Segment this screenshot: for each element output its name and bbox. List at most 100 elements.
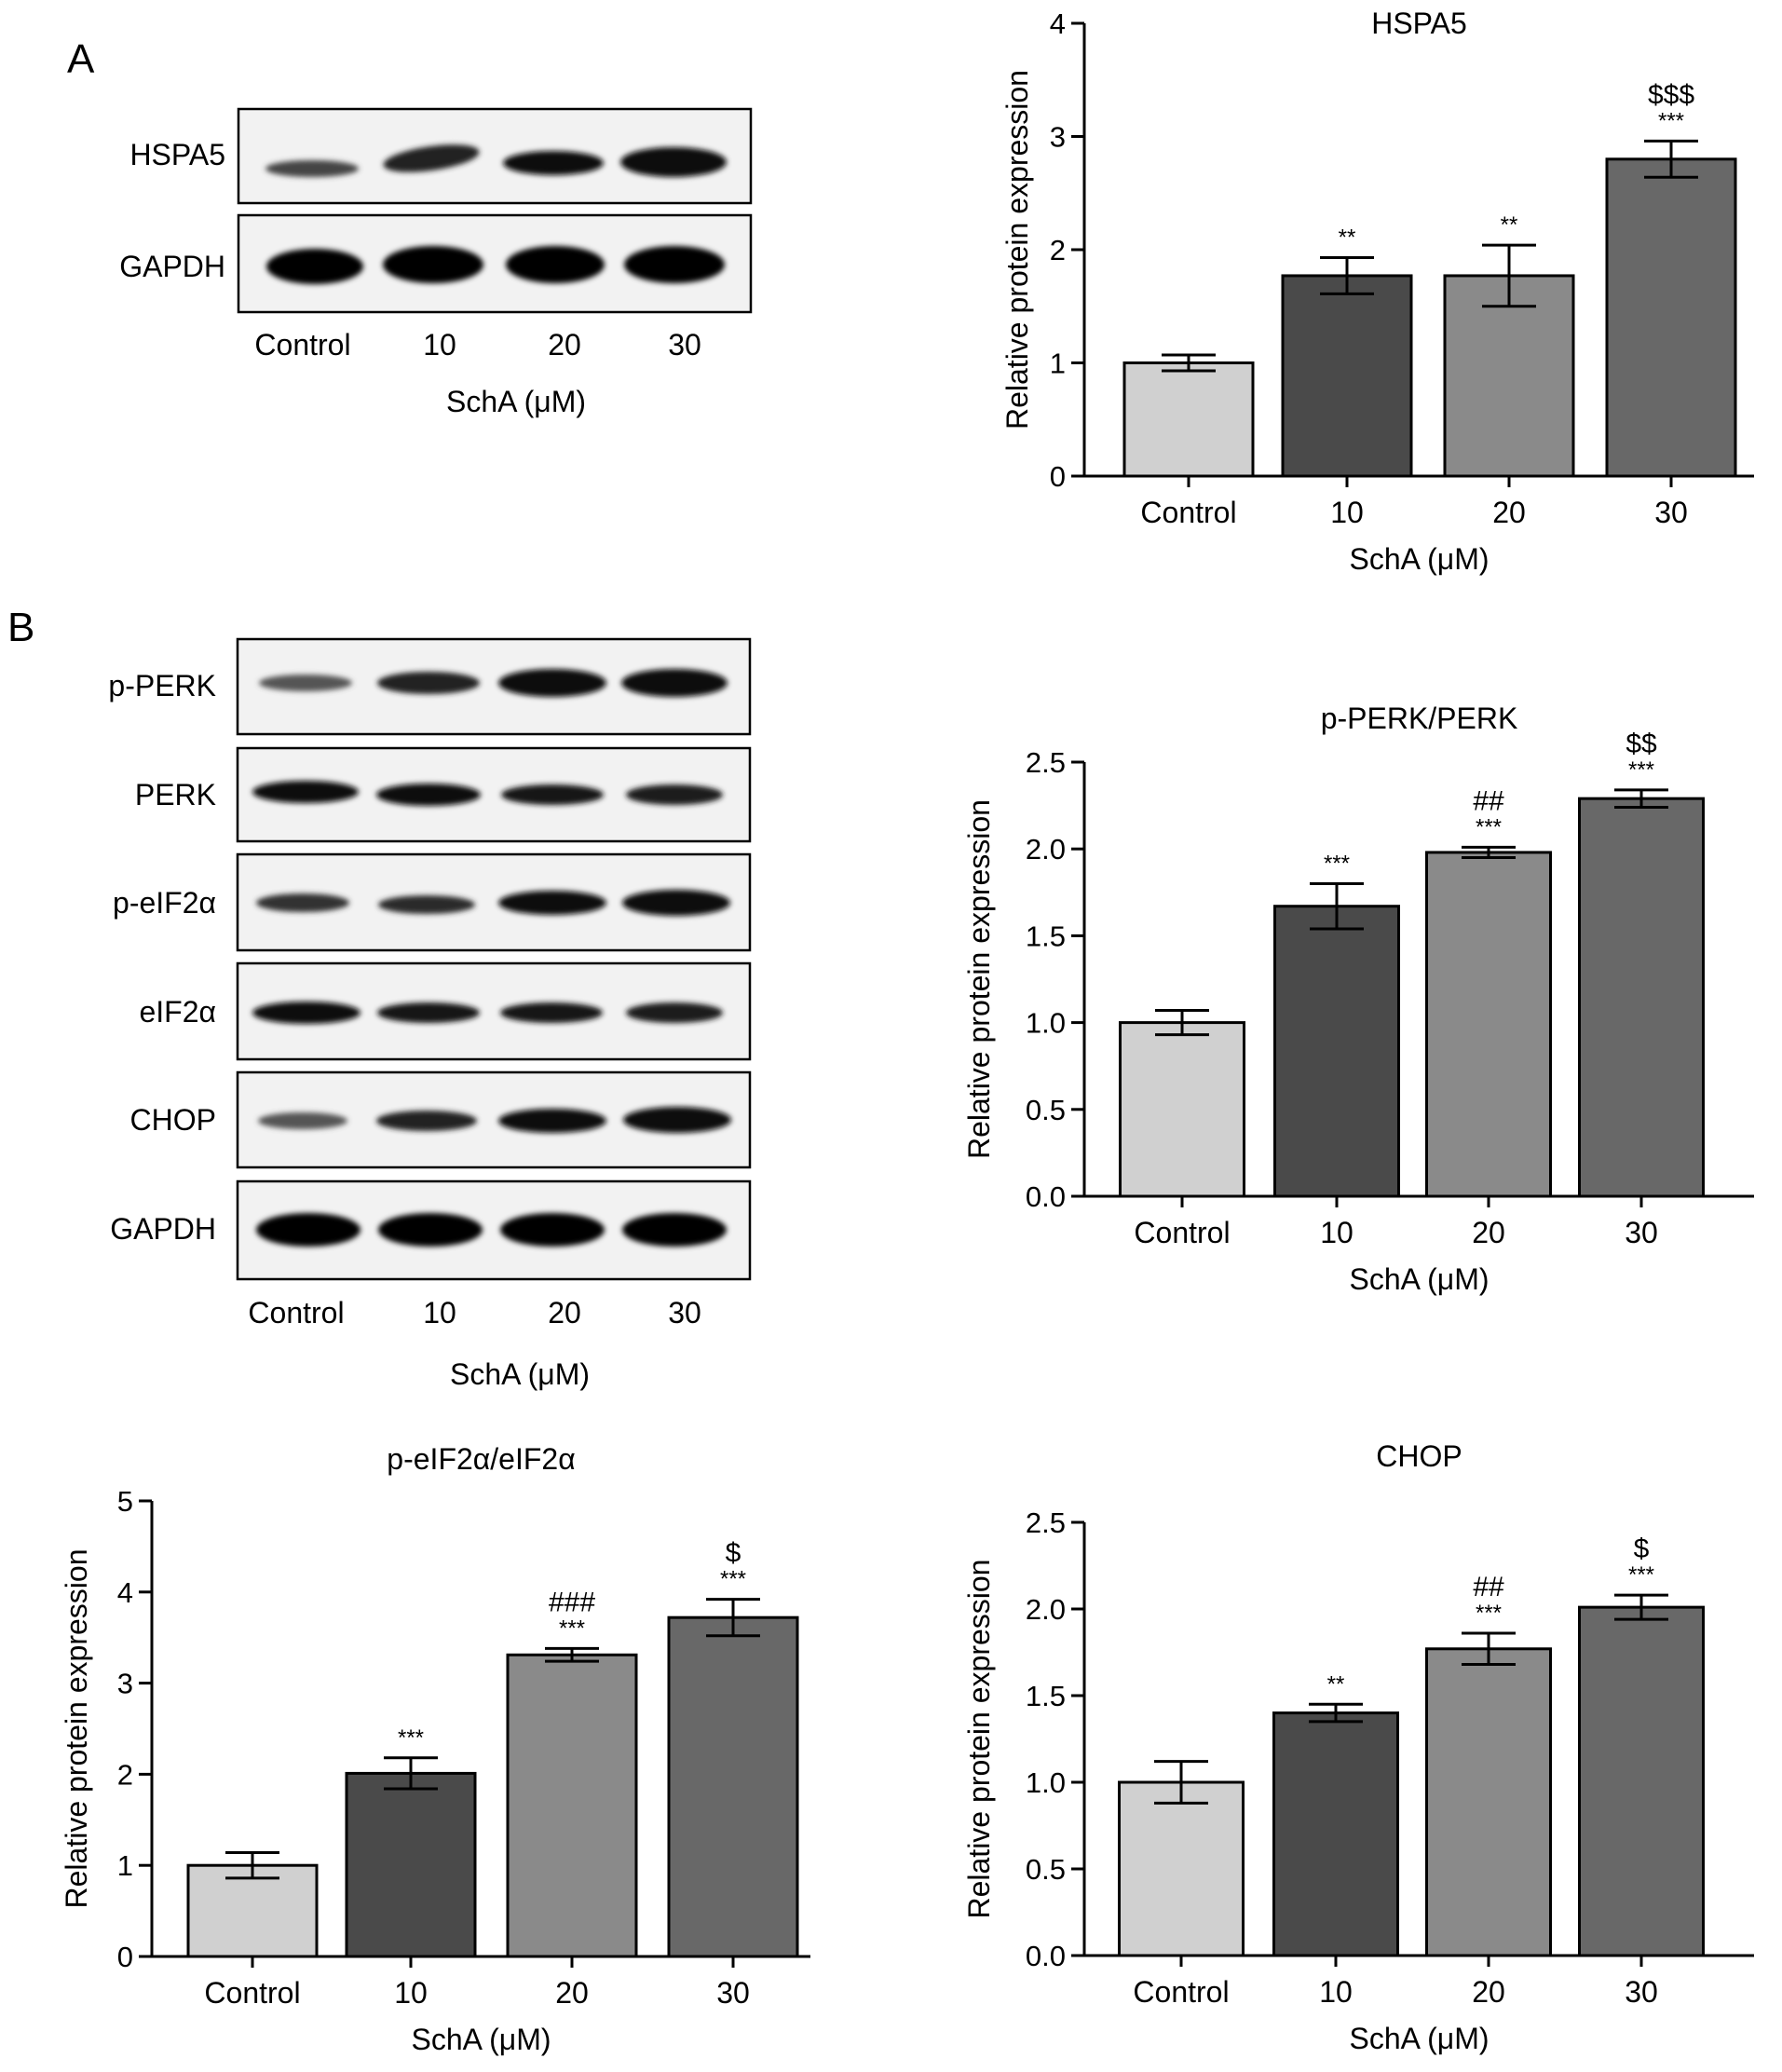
y-tick-label: 4 [1050, 7, 1066, 40]
x-axis-label: SchA (μM) [411, 2023, 551, 2056]
chart-title: HSPA5 [1371, 7, 1467, 40]
bar [506, 1653, 638, 1958]
blot-image-p-eif2a [236, 852, 752, 952]
blot-lane-label: 20 [548, 328, 581, 361]
x-tick-label: 30 [1625, 1216, 1658, 1249]
bar [1122, 361, 1255, 478]
chart-title: p-eIF2α/eIF2α [387, 1442, 575, 1476]
y-tick-label: 0.0 [1026, 1180, 1066, 1213]
x-tick-label: 30 [1625, 1975, 1658, 2009]
bar [1425, 1647, 1552, 1957]
blot-image-gapdh-a [237, 213, 753, 314]
y-tick-label: 2.5 [1026, 746, 1066, 779]
y-tick-label: 1.0 [1026, 1766, 1066, 1799]
blot-image-p-perk [236, 637, 752, 736]
y-tick-label: 3 [1050, 121, 1066, 154]
bar [1119, 1021, 1245, 1198]
blot-lane-label: 20 [548, 1296, 581, 1329]
chart-p-perk-perk: p-PERK/PERK 0.0 0.5 1.0 1.5 2.0 2.5 Relative pr… [962, 702, 1754, 1296]
blot-lane-label: 30 [668, 328, 701, 361]
blot-row-label: GAPDH [110, 1212, 216, 1246]
y-tick-label: 1.0 [1026, 1007, 1066, 1040]
significance-marker: *** [1658, 108, 1684, 133]
blot-row-label: eIF2α [139, 995, 216, 1029]
y-tick-label: 0.5 [1026, 1853, 1066, 1886]
x-axis-label: SchA (μM) [1349, 542, 1489, 576]
significance-marker: *** [1476, 1601, 1502, 1626]
blot-lane-label: 10 [423, 328, 456, 361]
bar [345, 1771, 477, 1958]
x-tick-label: Control [1133, 1975, 1229, 2009]
bar [1443, 274, 1575, 478]
blot-row-label: p-eIF2α [113, 886, 216, 920]
y-tick-label: 4 [117, 1576, 133, 1609]
y-tick-label: 0.5 [1026, 1094, 1066, 1126]
blot-row-label: HSPA5 [129, 138, 225, 171]
blot-row-label: CHOP [130, 1103, 216, 1137]
y-tick-label: 2 [117, 1758, 133, 1791]
significance-marker: *** [1628, 1562, 1654, 1588]
y-tick-label: 0 [1050, 460, 1066, 493]
x-tick-label: 20 [555, 1976, 589, 2010]
y-tick-label: 0 [117, 1941, 133, 1973]
significance-marker: ** [1339, 225, 1356, 251]
chart-title: CHOP [1376, 1439, 1462, 1473]
x-tick-label: 20 [1492, 496, 1526, 529]
y-tick-label: 2.0 [1026, 1593, 1066, 1626]
x-tick-label: 20 [1472, 1975, 1505, 2009]
y-tick-label: 2 [1050, 234, 1066, 266]
x-tick-label: Control [1134, 1216, 1230, 1249]
bar [1605, 157, 1737, 478]
significance-marker-secondary: $$$ [1648, 79, 1694, 110]
blot-lane-label: Control [254, 328, 350, 361]
significance-marker: ** [1327, 1671, 1345, 1697]
western-blot-b: p-PERK PERK p-eIF2α eIF2α CHOP GAPDH Con… [108, 637, 752, 1391]
blot-lane-label: 30 [668, 1296, 701, 1329]
blot-axis-label: SchA (μM) [446, 385, 586, 418]
x-tick-label: Control [204, 1976, 300, 2010]
panel-label-b: B [7, 605, 34, 650]
blot-image-hspa5 [237, 107, 753, 205]
western-blot-a: HSPA5 GAPDH Control 10 20 30 SchA (μM) [119, 107, 753, 418]
y-axis-label: Relative protein expression [1000, 70, 1034, 429]
bar [186, 1863, 319, 1958]
y-tick-label: 1.5 [1026, 1680, 1066, 1712]
significance-marker-secondary: $ [726, 1538, 741, 1569]
significance-marker: *** [1476, 814, 1502, 839]
y-axis-label: Relative protein expression [60, 1549, 93, 1909]
x-tick-label: 10 [1330, 496, 1364, 529]
y-tick-label: 2.0 [1026, 833, 1066, 866]
significance-marker-secondary: ## [1473, 785, 1504, 816]
x-tick-label: 10 [394, 1976, 428, 2010]
y-axis-label: Relative protein expression [962, 799, 996, 1159]
blot-row-label: GAPDH [119, 250, 225, 283]
x-tick-label: 20 [1472, 1216, 1505, 1249]
blot-axis-label: SchA (μM) [450, 1357, 590, 1391]
significance-marker: *** [720, 1567, 746, 1592]
blot-row-label: p-PERK [108, 669, 216, 702]
y-tick-label: 1 [117, 1849, 133, 1882]
significance-marker-secondary: $$ [1626, 729, 1657, 759]
bar [1273, 905, 1400, 1198]
x-tick-label: 30 [716, 1976, 750, 2010]
x-tick-label: Control [1140, 496, 1236, 529]
x-axis-label: SchA (μM) [1349, 2022, 1489, 2055]
bar [1578, 1605, 1705, 1957]
significance-marker: *** [398, 1725, 424, 1751]
blot-row-label: PERK [135, 778, 216, 811]
y-axis-label: Relative protein expression [962, 1560, 996, 1919]
y-tick-label: 1.5 [1026, 920, 1066, 952]
significance-marker: *** [1628, 757, 1654, 783]
bar [1578, 797, 1705, 1198]
x-axis-label: SchA (μM) [1349, 1262, 1489, 1296]
blot-image-perk [236, 746, 752, 843]
chart-title: p-PERK/PERK [1321, 702, 1518, 735]
x-tick-label: 30 [1654, 496, 1688, 529]
significance-marker-secondary: ## [1473, 1572, 1504, 1602]
y-tick-label: 3 [117, 1668, 133, 1700]
significance-marker: *** [559, 1615, 585, 1641]
blot-image-eif2a [236, 961, 752, 1061]
blot-image-gapdh-b [236, 1179, 752, 1281]
blot-image-chop [236, 1070, 752, 1169]
